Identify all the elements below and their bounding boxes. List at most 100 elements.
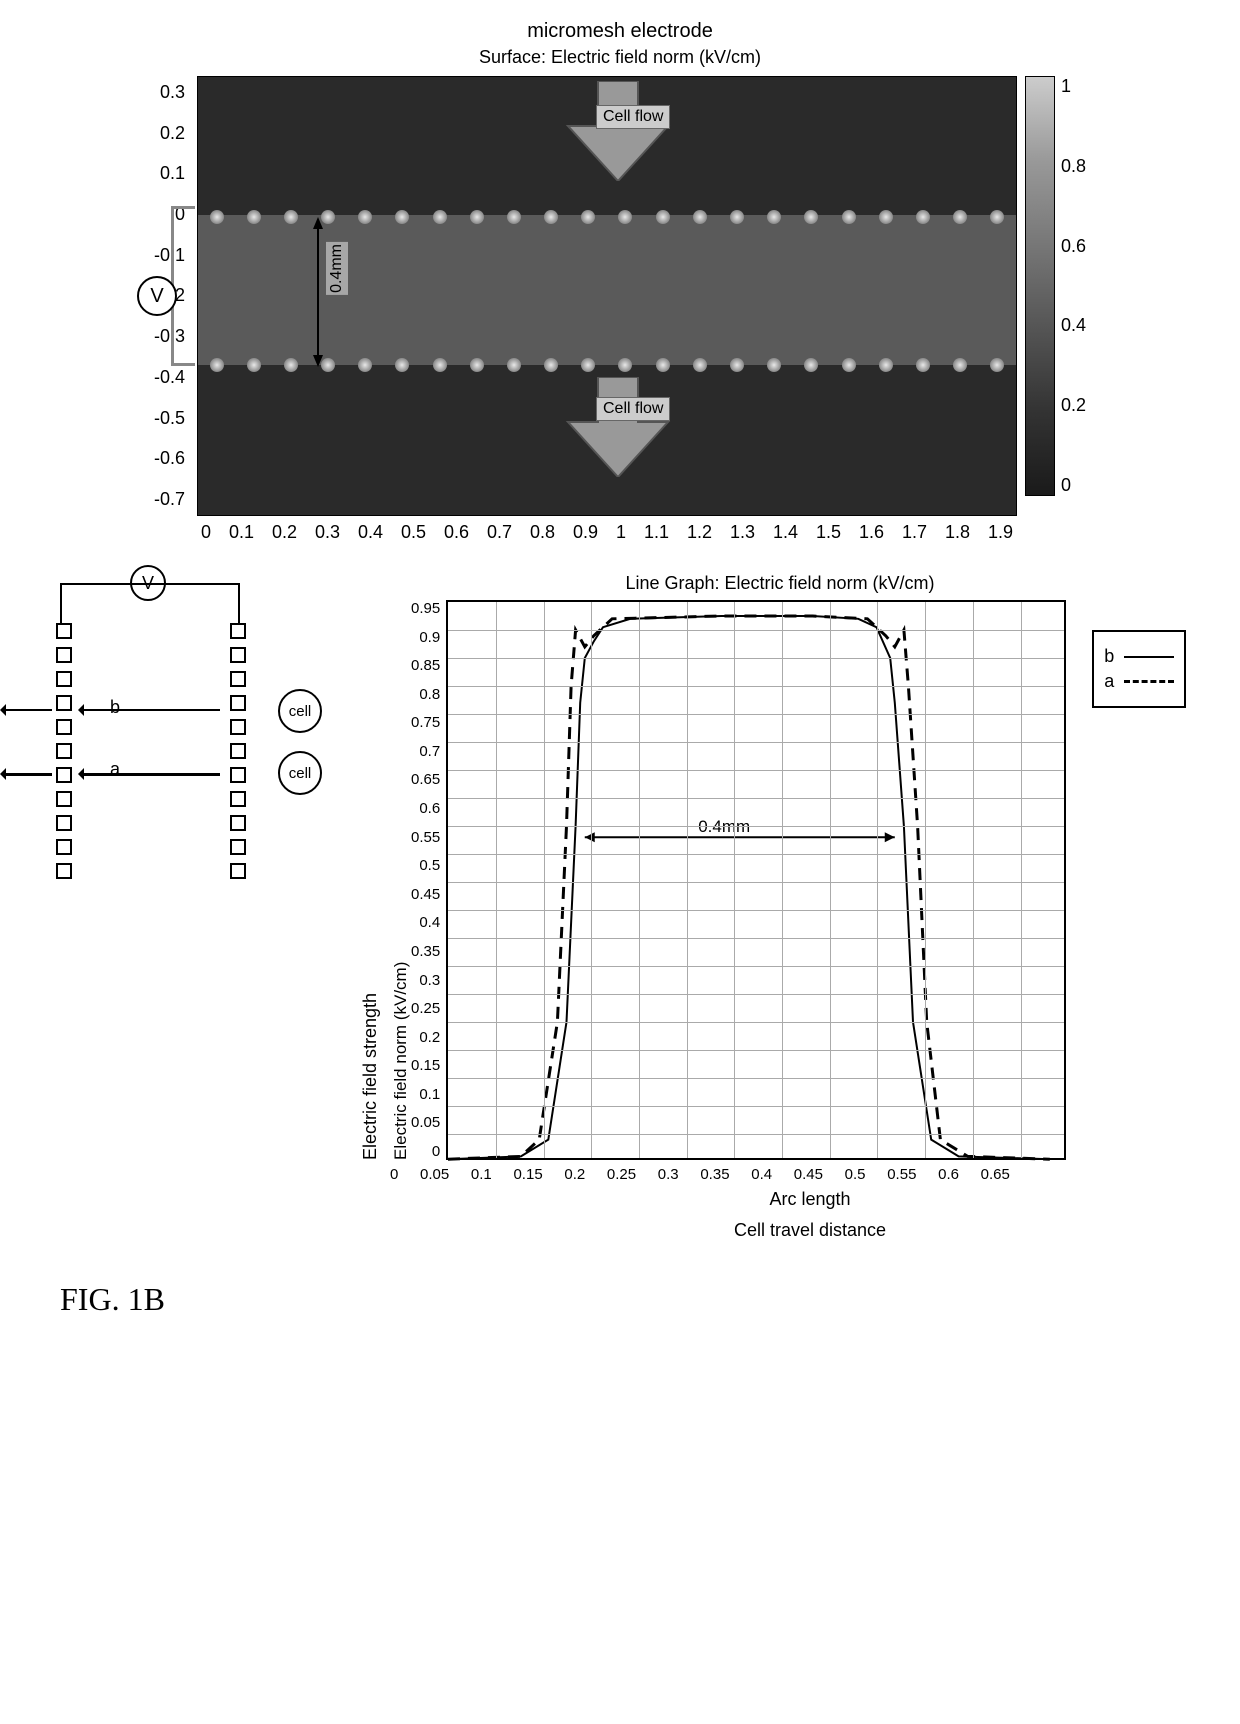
chart-legend: b a xyxy=(1092,630,1186,708)
mesh-box xyxy=(230,719,246,735)
grid-line xyxy=(448,742,1064,743)
electrode-dot xyxy=(879,210,893,224)
grid-line xyxy=(448,938,1064,939)
electrode-dot xyxy=(247,358,261,372)
electrode-dot xyxy=(358,358,372,372)
mesh-box xyxy=(230,839,246,855)
electrode-dot xyxy=(284,358,298,372)
electrode-dot xyxy=(470,358,484,372)
grid-line xyxy=(448,826,1064,827)
line-chart-section: Line Graph: Electric field norm (kV/cm) … xyxy=(340,573,1220,1241)
electrode-dot xyxy=(916,358,930,372)
colorbar xyxy=(1025,76,1055,496)
electrode-dot xyxy=(395,210,409,224)
grid-line xyxy=(448,1134,1064,1135)
cell-flow-arrow-top xyxy=(558,81,678,181)
electrode-dot xyxy=(210,210,224,224)
grid-line xyxy=(448,770,1064,771)
mesh-box xyxy=(56,839,72,855)
mesh-box xyxy=(56,791,72,807)
grid-line xyxy=(448,1106,1064,1107)
electrode-dot xyxy=(990,210,1004,224)
grid-line xyxy=(448,882,1064,883)
legend-item-b: b xyxy=(1104,646,1174,667)
electrode-dot xyxy=(953,210,967,224)
mesh-box xyxy=(230,791,246,807)
electrode-dot xyxy=(618,210,632,224)
mesh-box xyxy=(56,863,72,879)
electrode-dot xyxy=(767,210,781,224)
electrode-dot xyxy=(618,358,632,372)
path-a-arrow-mid xyxy=(80,773,220,776)
electrode-dot xyxy=(953,358,967,372)
mesh-box xyxy=(230,671,246,687)
electrode-dot xyxy=(842,358,856,372)
gap-dimension-arrow xyxy=(308,217,328,372)
grid-line xyxy=(448,798,1064,799)
mesh-box xyxy=(56,671,72,687)
mesh-box xyxy=(56,623,72,639)
mesh-box xyxy=(56,767,72,783)
electrode-dot xyxy=(395,358,409,372)
electrode-dot xyxy=(656,210,670,224)
mesh-column xyxy=(230,623,246,879)
mesh-box xyxy=(56,719,72,735)
electrode-dot xyxy=(247,210,261,224)
heatmap-x-axis: 00.10.20.30.40.50.60.70.80.911.11.21.31.… xyxy=(197,522,1017,543)
mesh-box xyxy=(56,647,72,663)
chart-dimension-label: 0.4mm xyxy=(698,817,750,837)
electrode-dot xyxy=(990,358,1004,372)
electrode-dot xyxy=(470,210,484,224)
electrode-dot xyxy=(804,358,818,372)
colorbar-ticks: 10.80.60.40.20 xyxy=(1061,76,1086,496)
electrode-dot xyxy=(507,358,521,372)
path-b-arrow-mid xyxy=(80,709,220,711)
cell-icon-a: cell xyxy=(278,751,322,795)
electrode-dot xyxy=(433,358,447,372)
electrode-dot xyxy=(581,358,595,372)
path-b-arrow-out xyxy=(2,709,52,711)
schematic-voltage-icon: V xyxy=(130,565,166,601)
grid-line xyxy=(448,714,1064,715)
cell-flow-label-bottom: Cell flow xyxy=(596,397,670,421)
electrode-dot xyxy=(767,358,781,372)
electrode-dot xyxy=(879,358,893,372)
electrode-dot xyxy=(842,210,856,224)
chart-y-label-outer: Electric field strength xyxy=(340,600,381,1160)
grid-line xyxy=(448,630,1064,631)
electrode-dot xyxy=(433,210,447,224)
path-a-label: a xyxy=(110,759,120,780)
electrode-dot xyxy=(804,210,818,224)
cell-icon-b: cell xyxy=(278,689,322,733)
legend-item-a: a xyxy=(1104,671,1174,692)
mesh-box xyxy=(56,815,72,831)
grid-line xyxy=(448,1022,1064,1023)
electrode-dot xyxy=(730,358,744,372)
heatmap-subtitle: Surface: Electric field norm (kV/cm) xyxy=(20,47,1220,68)
voltage-source-icon: V xyxy=(137,276,177,316)
electrode-row xyxy=(198,207,1016,227)
mesh-box xyxy=(56,743,72,759)
chart-plot-area: 0.4mm xyxy=(446,600,1066,1160)
mesh-box xyxy=(230,623,246,639)
grid-line xyxy=(448,686,1064,687)
path-b-label: b xyxy=(110,697,120,718)
chart-x-axis: 00.050.10.150.20.250.30.350.40.450.50.55… xyxy=(390,1166,1010,1183)
mesh-box xyxy=(56,695,72,711)
chart-x-label-2: Cell travel distance xyxy=(400,1220,1220,1241)
mesh-box xyxy=(230,767,246,783)
grid-line xyxy=(448,910,1064,911)
heatmap-plot: Cell flow Cell flow 0.4mm xyxy=(197,76,1017,516)
electrode-dot xyxy=(284,210,298,224)
electrode-row xyxy=(198,355,1016,375)
mesh-box xyxy=(230,647,246,663)
electrode-dot xyxy=(321,210,335,224)
heatmap-title: micromesh electrode xyxy=(20,20,1220,43)
electrode-dot xyxy=(210,358,224,372)
grid-line xyxy=(448,1078,1064,1079)
mesh-column xyxy=(56,623,72,879)
chart-title: Line Graph: Electric field norm (kV/cm) xyxy=(340,573,1220,594)
electrode-dot xyxy=(693,210,707,224)
chart-x-label: Arc length xyxy=(400,1189,1220,1210)
electrode-dot xyxy=(544,210,558,224)
